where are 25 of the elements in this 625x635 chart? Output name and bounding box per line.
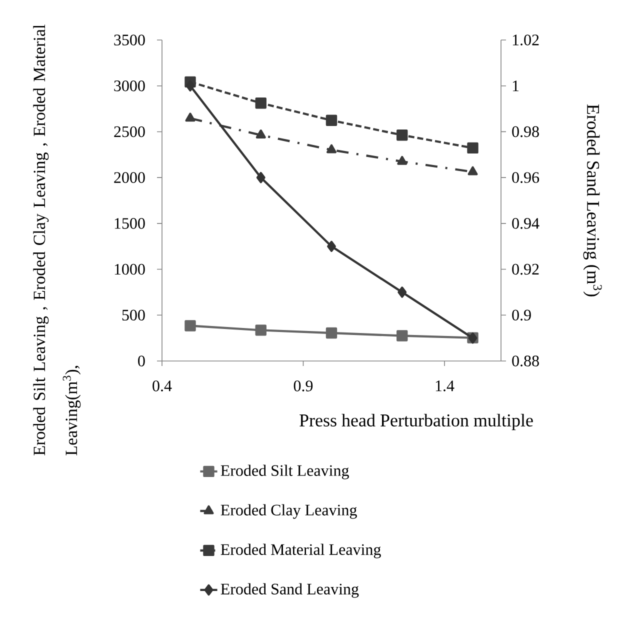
y2-tick-label: 1.02 [512,34,539,46]
y2-tick-label: 0.9 [512,310,531,321]
legend-label: Eroded Clay Leaving [220,504,357,519]
y2-tick-label: 0.94 [512,218,540,229]
y2-tick-label: 0.92 [512,264,539,275]
y2-tick-label: 0.98 [512,126,539,138]
y-tick-label: 0 [138,356,145,366]
y-tick-label: 3500 [114,34,145,46]
x-axis-title: Press head Perturbation multiple [300,414,533,430]
x-tick-label: 1.4 [436,380,454,392]
legend-label: Eroded Silt Leaving [220,464,349,480]
y2-axis-title: Eroded Sand Leaving (m$^{3}$) [583,104,602,296]
y-tick-label: 500 [122,310,145,321]
y-tick-label: 3000 [114,80,145,92]
y-tick-label: 1500 [114,218,145,229]
y2-tick-label: 1 [512,80,519,92]
y-tick-label: 2500 [114,126,145,138]
y-tick-label: 2000 [114,172,145,183]
x-tick-label: 0.9 [294,380,313,392]
y2-tick-label: 0.96 [512,172,540,183]
legend-label: Eroded Sand Leaving [220,583,359,598]
x-tick-label: 0.4 [152,380,172,392]
legend-label: Eroded Material Leaving [220,544,381,558]
y-tick-label: 1000 [114,264,145,275]
y2-tick-label: 0.88 [512,356,539,366]
